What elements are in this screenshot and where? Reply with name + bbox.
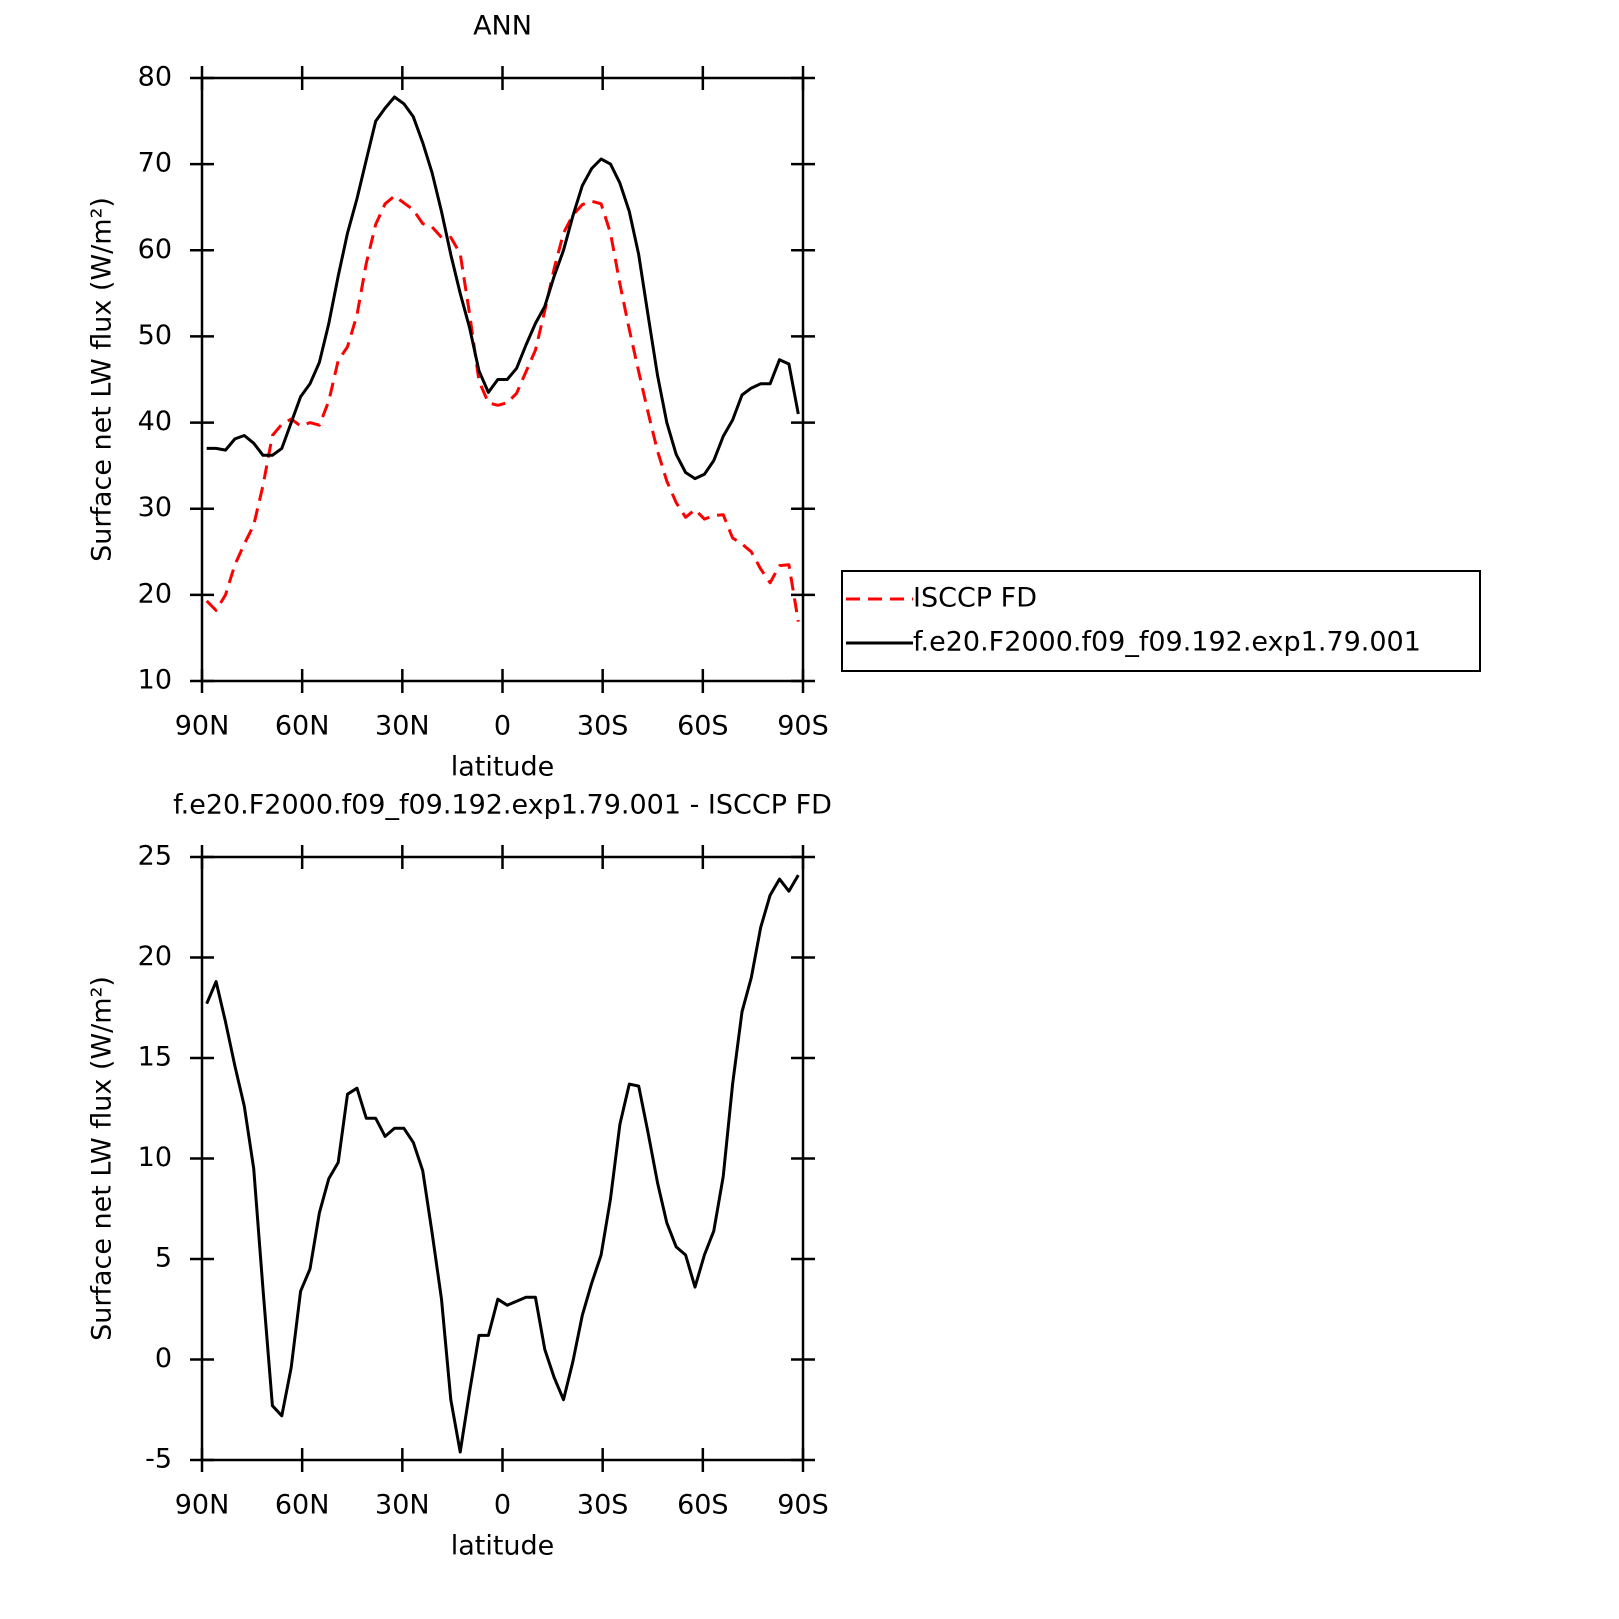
y-tick-label: 0: [155, 1343, 172, 1374]
legend-box: [841, 570, 1481, 672]
x-tick-label: 60N: [275, 1490, 330, 1521]
x-tick-label: 30N: [375, 1490, 430, 1521]
x-tick-label: 0: [494, 711, 511, 742]
chart-title: ANN: [473, 11, 532, 42]
y-tick-label: 10: [138, 1142, 172, 1173]
y-tick-label: -5: [145, 1444, 172, 1475]
y-axis-label: Surface net LW flux (W/m²): [87, 197, 118, 562]
legend-label: ISCCP FD: [913, 583, 1037, 614]
y-tick-label: 20: [138, 941, 172, 972]
x-tick-label: 90N: [175, 1490, 230, 1521]
x-tick-label: 0: [494, 1490, 511, 1521]
y-axis-label: Surface net LW flux (W/m²): [87, 976, 118, 1341]
x-tick-label: 30N: [375, 711, 430, 742]
x-tick-label: 60S: [677, 711, 729, 742]
x-tick-label: 60S: [677, 1490, 729, 1521]
y-tick-label: 15: [138, 1042, 172, 1073]
x-tick-label: 90S: [777, 1490, 829, 1521]
y-tick-label: 20: [138, 578, 172, 609]
y-tick-label: 60: [138, 234, 172, 265]
chart-title: f.e20.F2000.f09_f09.192.exp1.79.001 - IS…: [173, 790, 832, 821]
y-tick-label: 40: [138, 406, 172, 437]
data-line: [205, 194, 800, 622]
y-tick-label: 50: [138, 320, 172, 351]
y-tick-label: 70: [138, 148, 172, 179]
y-tick-label: 25: [138, 841, 172, 872]
data-line: [206, 95, 800, 481]
y-tick-label: 80: [138, 62, 172, 93]
y-tick-label: 5: [155, 1243, 172, 1274]
data-line: [205, 874, 800, 1454]
x-tick-label: 30S: [577, 1490, 629, 1521]
x-tick-label: 90N: [175, 711, 230, 742]
x-axis-label: latitude: [451, 1531, 555, 1562]
x-axis-label: latitude: [451, 752, 555, 783]
legend-label: f.e20.F2000.f09_f09.192.exp1.79.001: [913, 627, 1421, 658]
x-tick-label: 90S: [777, 711, 829, 742]
x-tick-label: 60N: [275, 711, 330, 742]
y-tick-label: 30: [138, 492, 172, 523]
y-tick-label: 10: [138, 665, 172, 696]
x-tick-label: 30S: [577, 711, 629, 742]
